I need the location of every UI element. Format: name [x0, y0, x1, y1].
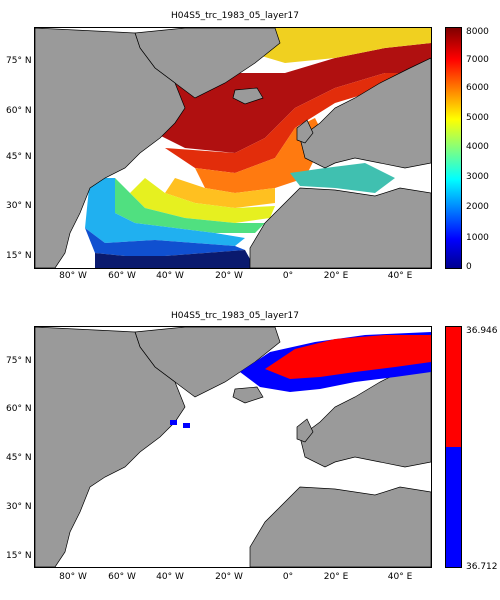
- field-dark-red: [115, 43, 431, 153]
- top-map-plot: [34, 27, 432, 269]
- field-red-band: [265, 335, 431, 379]
- bottom-lon-80w: 80° W: [59, 572, 87, 582]
- top-map-figure: H04S5_trc_1983_05_layer17: [6, 11, 489, 281]
- bottom-land-layer: [35, 327, 431, 567]
- bottom-lat-45: 45° N: [6, 453, 32, 463]
- bottom-lon-40e: 40° E: [387, 572, 413, 582]
- bottom-lon-0: 0°: [282, 572, 294, 582]
- top-map-svg: [35, 28, 431, 268]
- field-blue: [85, 228, 245, 256]
- field-cyan: [85, 178, 245, 246]
- land-north-america: [35, 327, 186, 567]
- top-cb-tick-3000: 3000: [466, 172, 489, 182]
- bottom-lat-75: 75° N: [6, 356, 32, 366]
- field-green: [115, 178, 265, 233]
- bottom-cb-max: 36.946: [466, 326, 498, 336]
- top-lat-30: 30° N: [6, 201, 32, 211]
- bottom-colorbar: [445, 326, 462, 568]
- bottom-lat-60: 60° N: [6, 404, 32, 414]
- top-lat-60: 60° N: [6, 106, 32, 116]
- bottom-lat-15: 15° N: [6, 551, 32, 561]
- top-cb-tick-5000: 5000: [466, 113, 489, 123]
- top-lon-0: 0°: [282, 271, 294, 281]
- bottom-map-plot: [34, 326, 432, 568]
- field-navy: [95, 250, 255, 268]
- bottom-map-figure: H04S5_trc_1983_05_layer17 75° N 60° N 45…: [0, 300, 500, 600]
- land-british-isles: [296, 119, 314, 144]
- top-field-layer: [85, 28, 431, 268]
- field-mediterranean: [290, 163, 395, 193]
- top-cb-tick-2000: 2000: [466, 202, 489, 212]
- bottom-lon-20e: 20° E: [323, 572, 349, 582]
- bottom-lon-20w: 20° W: [215, 572, 243, 582]
- land-africa: [249, 187, 431, 268]
- field-red: [165, 73, 431, 173]
- bottom-lon-40w: 40° W: [156, 572, 184, 582]
- bottom-map-title: H04S5_trc_1983_05_layer17: [170, 311, 300, 321]
- bottom-map-svg: [35, 327, 431, 567]
- land-iceland: [232, 386, 264, 404]
- top-lon-40e: 40° E: [387, 271, 413, 281]
- top-cb-tick-1000: 1000: [466, 233, 489, 243]
- top-lat-75: 75° N: [6, 56, 32, 66]
- bottom-cb-min: 36.712: [466, 562, 498, 572]
- top-lon-40w: 40° W: [156, 271, 184, 281]
- top-lon-20w: 20° W: [215, 271, 243, 281]
- top-map-title: H04S5_trc_1983_05_layer17: [170, 11, 300, 21]
- top-cb-tick-8000: 8000: [466, 27, 489, 37]
- land-british-isles: [296, 418, 314, 443]
- bottom-lon-60w: 60° W: [108, 572, 136, 582]
- field-blue-patch-2: [183, 423, 190, 428]
- top-lon-60w: 60° W: [108, 271, 136, 281]
- land-europe: [299, 356, 431, 468]
- land-north-america: [35, 28, 186, 268]
- field-yellow-orange: [165, 178, 275, 208]
- land-europe: [299, 57, 431, 169]
- top-cb-tick-6000: 6000: [466, 83, 489, 93]
- land-iceland: [232, 87, 264, 105]
- top-lon-80w: 80° W: [59, 271, 87, 281]
- bottom-lat-30: 30° N: [6, 502, 32, 512]
- top-lon-20e: 20° E: [323, 271, 349, 281]
- field-blue-patch-1: [170, 420, 177, 425]
- top-cb-tick-4000: 4000: [466, 142, 489, 152]
- top-lat-15: 15° N: [6, 251, 32, 261]
- field-yellow: [130, 178, 275, 223]
- top-land-layer: [35, 28, 431, 268]
- land-africa: [249, 486, 431, 567]
- top-colorbar: [445, 27, 462, 269]
- top-lat-45: 45° N: [6, 152, 32, 162]
- bottom-field-layer: [170, 332, 431, 428]
- top-cb-tick-0: 0: [466, 262, 472, 272]
- field-arctic-yellow: [235, 28, 431, 63]
- top-cb-tick-7000: 7000: [466, 55, 489, 65]
